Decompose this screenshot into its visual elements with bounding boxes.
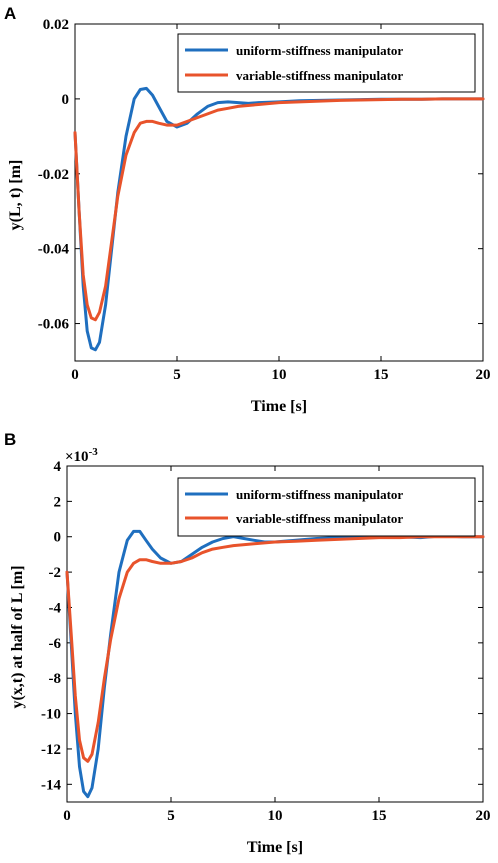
- legend-box-b: [177, 477, 476, 537]
- y-tick-label-b: -2: [49, 565, 62, 581]
- x-tick-label-b: 0: [63, 808, 71, 824]
- y-tick-label-a: -0.06: [38, 317, 70, 333]
- y-tick-label-b: -14: [41, 777, 61, 793]
- y-axis-label-a: y(L, t) [m]: [7, 160, 24, 231]
- x-axis-label-b: Time [s]: [247, 839, 303, 856]
- y-ticks-a: -0.06 -0.04 -0.02 0 0.02: [38, 17, 483, 333]
- x-tick-label-b: 15: [372, 808, 387, 824]
- x-tick-label-a: 10: [272, 367, 287, 383]
- exponent-power: -3: [89, 446, 99, 458]
- y-tick-label-b: 2: [54, 494, 62, 510]
- variable-series-line-b: [65, 535, 485, 763]
- y-tick-label-a: -0.02: [38, 167, 69, 183]
- exponent-base: ×10: [65, 449, 89, 465]
- y-tick-label-b: -8: [49, 671, 62, 687]
- y-exponent-label-b: ×10-3: [65, 446, 98, 465]
- uniform-series-line-b: [65, 529, 485, 799]
- y-tick-label-a: 0.02: [43, 17, 69, 33]
- panel-label-a: A: [4, 4, 16, 23]
- x-tick-label-b: 5: [167, 808, 175, 824]
- x-axis-label-a: Time [s]: [251, 398, 307, 415]
- y-tick-label-b: 0: [54, 530, 62, 546]
- y-tick-label-b: -12: [41, 742, 61, 758]
- legend-b: uniform-stiffness manipulator variable-s…: [177, 477, 476, 537]
- y-axis-label-b: y(x,t) at half of L [m]: [9, 565, 26, 708]
- legend-label-variable-b: variable-stiffness manipulator: [236, 511, 403, 526]
- x-tick-label-a: 5: [173, 367, 181, 383]
- x-tick-label-a: 15: [374, 367, 389, 383]
- variable-series-line-a: [73, 97, 485, 322]
- y-tick-label-a: -0.04: [38, 242, 70, 258]
- y-tick-label-a: 0: [62, 92, 70, 108]
- y-tick-label-b: -6: [49, 636, 62, 652]
- data-lines-a: [73, 86, 485, 352]
- data-lines-b: [65, 529, 485, 799]
- y-tick-label-b: 4: [54, 459, 62, 475]
- panel-label-b: B: [4, 430, 16, 449]
- legend-box-a: [177, 33, 476, 93]
- x-tick-label-a: 0: [71, 367, 79, 383]
- legend-label-uniform-b: uniform-stiffness manipulator: [236, 487, 403, 502]
- x-tick-label-b: 10: [268, 808, 283, 824]
- y-tick-label-b: -4: [49, 600, 62, 616]
- x-tick-label-b: 20: [476, 808, 491, 824]
- x-tick-label-a: 20: [476, 367, 491, 383]
- panel-a: A 0 5 10 15 20 -0.06 -0.04 -0.02 0 0.02 Time [s]…: [4, 4, 491, 415]
- x-ticks-b: 0 5 10 15 20: [63, 466, 491, 824]
- y-tick-label-b: -10: [41, 707, 61, 723]
- legend-label-variable-a: variable-stiffness manipulator: [236, 68, 403, 83]
- y-ticks-b: -14 -12 -10 -8 -6 -4 -2 0 2 4: [41, 459, 483, 793]
- legend-label-uniform-a: uniform-stiffness manipulator: [236, 43, 403, 58]
- panel-b: B ×10-3 0 5 10 15 20 -14 -12 -10 -8 -6 -4 -2 0 2 4 Ti…: [4, 430, 491, 856]
- x-ticks-a: 0 5 10 15 20: [71, 24, 491, 383]
- legend-a: uniform-stiffness manipulator variable-s…: [177, 33, 476, 93]
